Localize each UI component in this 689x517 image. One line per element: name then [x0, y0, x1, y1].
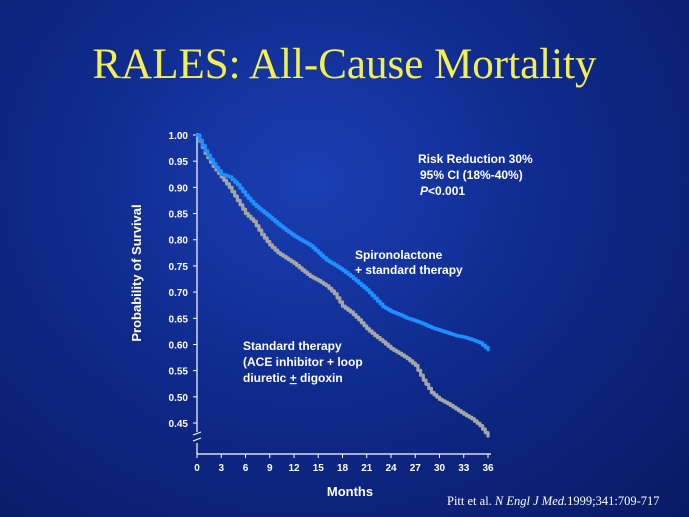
x-tick-label: 15: [313, 463, 325, 474]
standard-therapy-curve: [195, 133, 490, 438]
x-tick-label: 18: [337, 463, 349, 474]
spironolactone-label-line2: + standard therapy: [355, 263, 463, 277]
y-tick-label: 0.90: [169, 183, 189, 194]
standard-label-diuretic: diuretic: [243, 371, 290, 385]
p-value: <0.001: [428, 184, 465, 198]
citation-authors: Pitt et al.: [447, 494, 495, 508]
x-tick-label: 36: [482, 463, 494, 474]
x-tick-label: 24: [385, 463, 397, 474]
axis-break-icon: [192, 431, 202, 442]
spironolactone-curve: [195, 133, 490, 352]
x-tick-label: 27: [410, 463, 422, 474]
standard-label-plusminus: +: [290, 371, 297, 385]
p-symbol: P: [420, 184, 429, 198]
x-tick-label: 9: [267, 463, 273, 474]
y-tick-label: 0.95: [169, 157, 189, 168]
x-tick-label: 30: [434, 463, 446, 474]
y-tick-label: 0.70: [169, 288, 189, 299]
citation: Pitt et al. N Engl J Med.1999;341:709-71…: [447, 494, 660, 509]
y-axis-label: Probability of Survival: [129, 204, 144, 341]
standard-therapy-label-line3: diuretic + digoxin: [243, 371, 343, 385]
x-tick-label: 12: [288, 463, 300, 474]
y-tick-label: 0.65: [169, 314, 189, 325]
y-tick-label: 0.55: [169, 367, 189, 378]
citation-journal: N Engl J Med.: [494, 494, 568, 508]
x-tick-label: 21: [361, 463, 373, 474]
x-axis-label: Months: [327, 484, 373, 499]
citation-ref: 1999;341:709-717: [567, 494, 660, 508]
standard-therapy-label: Standard therapy: [243, 339, 342, 353]
confidence-interval-text: 95% CI (18%-40%): [420, 168, 523, 182]
y-tick-label: 0.85: [169, 210, 189, 221]
y-tick-label: 0.75: [169, 262, 189, 273]
y-tick-label: 0.45: [169, 419, 189, 430]
x-tick-label: 0: [194, 463, 200, 474]
y-tick-label: 0.50: [169, 393, 189, 404]
slide-title: RALES: All-Cause Mortality: [92, 41, 597, 88]
p-value-text: P<0.001: [420, 184, 465, 198]
standard-therapy-label-line2: (ACE inhibitor + loop: [243, 355, 363, 369]
risk-reduction-text: Risk Reduction 30%: [418, 152, 533, 166]
standard-label-digoxin: digoxin: [297, 371, 343, 385]
y-tick-label: 0.60: [169, 340, 189, 351]
x-tick-label: 3: [218, 463, 224, 474]
spironolactone-label: Spironolactone: [355, 248, 443, 262]
x-tick-label: 6: [243, 463, 249, 474]
y-tick-label: 1.00: [169, 131, 189, 142]
x-tick-label: 33: [458, 463, 470, 474]
y-tick-label: 0.80: [169, 236, 189, 247]
